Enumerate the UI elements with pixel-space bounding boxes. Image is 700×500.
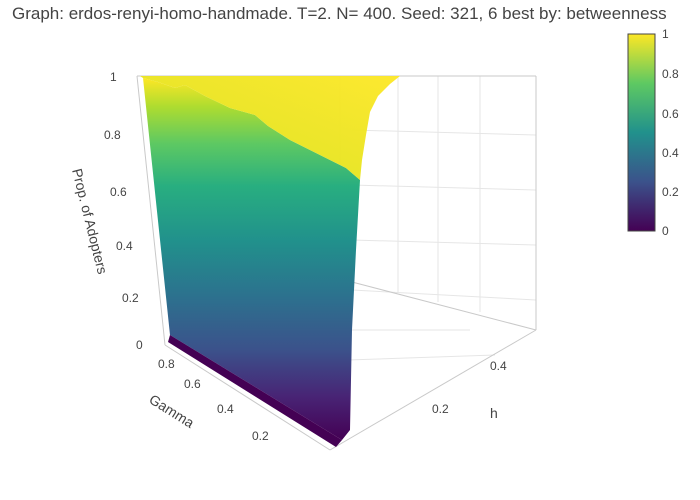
z-tick-label: 0.4: [116, 239, 133, 253]
surface-base-strip: [168, 335, 342, 447]
chart-title: Graph: erdos-renyi-homo-handmade. T=2. N…: [12, 4, 667, 23]
z-tick-label: 0.8: [104, 128, 121, 142]
y-axis: 0.2 0.4 h: [432, 359, 507, 421]
y-tick-label: 0.2: [432, 402, 449, 416]
z-axis-title: Prop. of Adopters: [69, 167, 111, 276]
z-tick-label: 0: [136, 338, 143, 352]
colorbar-tick-label: 0.6: [662, 107, 679, 121]
colorbar-tick-label: 0.2: [662, 185, 679, 199]
colorbar-tick-label: 0.4: [662, 146, 679, 160]
x-tick-label: 0.4: [217, 402, 234, 416]
x-tick-label: 0.8: [158, 357, 175, 371]
colorbar-gradient: [627, 33, 656, 232]
colorbar-tick-label: 1: [662, 27, 669, 41]
x-axis-title: Gamma: [146, 391, 197, 431]
colorbar-tick-label: 0.8: [662, 67, 679, 81]
z-tick-label: 0.6: [110, 185, 127, 199]
z-tick-label: 0.2: [122, 291, 139, 305]
grid-lines: [339, 76, 537, 361]
y-axis-title: h: [490, 405, 498, 421]
surface-top-rim: [140, 76, 400, 180]
colorbar-tick-label: 0: [662, 224, 669, 238]
axis-edges: [136, 75, 537, 451]
x-tick-label: 0.2: [252, 429, 269, 443]
x-tick-label: 0.6: [184, 377, 201, 391]
surface: [140, 76, 400, 447]
y-tick-label: 0.4: [490, 359, 507, 373]
z-axis: 1 0.8 0.6 0.4 0.2 0 Prop. of Adopters: [69, 70, 143, 352]
colorbar: 1 0.8 0.6 0.4 0.2 0: [627, 27, 679, 238]
surface-front-wall: [143, 78, 360, 440]
z-tick-label: 1: [110, 70, 117, 84]
